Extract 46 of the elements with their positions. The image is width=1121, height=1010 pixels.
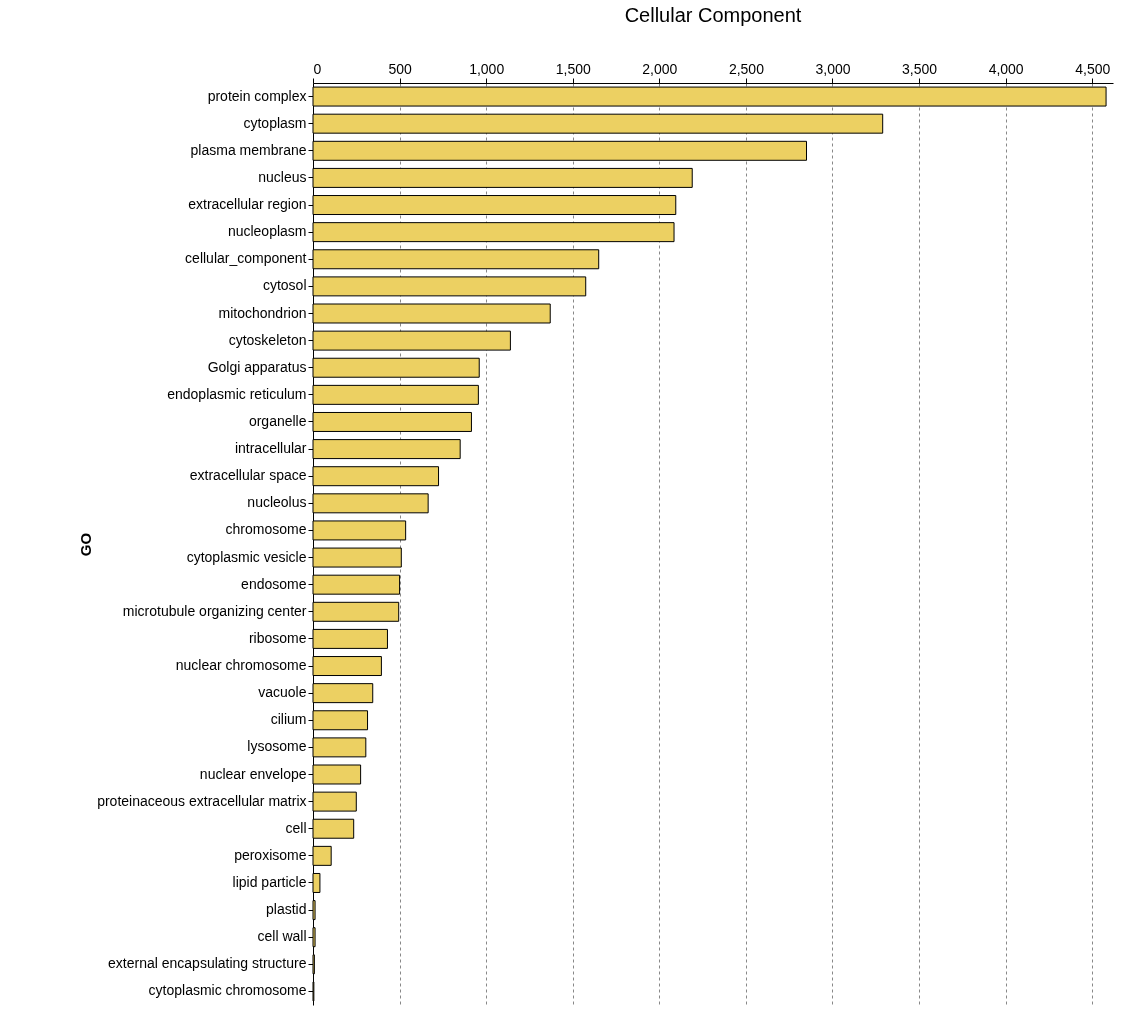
y-tick-label: microtubule organizing center bbox=[122, 602, 307, 619]
x-tick-label: 3,000 bbox=[815, 60, 851, 77]
y-tick-label: cellular_component bbox=[185, 250, 307, 267]
y-tick-label: cell wall bbox=[257, 928, 307, 945]
y-tick-label: cytoplasmic vesicle bbox=[186, 548, 307, 565]
y-tick-label: plastid bbox=[266, 901, 307, 918]
y-tick-label: lysosome bbox=[247, 738, 307, 755]
y-tick-label: nucleoplasm bbox=[227, 223, 307, 240]
x-tick-label: 4,500 bbox=[1075, 60, 1111, 77]
x-tick-label: 1,000 bbox=[469, 60, 505, 77]
y-tick-label: nuclear envelope bbox=[199, 765, 307, 782]
chart-title: Cellular Component bbox=[624, 4, 802, 26]
y-tick-label: extracellular space bbox=[189, 467, 307, 484]
y-tick-label: lipid particle bbox=[232, 873, 307, 890]
x-tick-label: 2,000 bbox=[642, 60, 678, 77]
y-tick-label: nuclear chromosome bbox=[175, 657, 307, 674]
y-tick-label: cell bbox=[285, 819, 307, 836]
y-tick-label: protein complex bbox=[207, 87, 307, 104]
y-tick-label: peroxisome bbox=[234, 846, 307, 863]
y-tick-label: organelle bbox=[248, 412, 307, 429]
y-tick-label: intracellular bbox=[234, 440, 307, 457]
y-tick-label: nucleus bbox=[258, 168, 307, 185]
y-tick-label: mitochondrion bbox=[218, 304, 307, 321]
y-tick-label: plasma membrane bbox=[190, 141, 307, 158]
y-tick-label: cilium bbox=[270, 711, 307, 728]
x-tick-label: 500 bbox=[388, 60, 412, 77]
y-tick-label: ribosome bbox=[248, 629, 307, 646]
y-tick-label: vacuole bbox=[258, 684, 307, 701]
y-tick-label: cytoplasm bbox=[243, 114, 307, 131]
y-tick-label: endoplasmic reticulum bbox=[167, 385, 307, 402]
y-tick-label: chromosome bbox=[225, 521, 307, 538]
x-tick-label: 4,000 bbox=[988, 60, 1024, 77]
y-tick-label: extracellular region bbox=[188, 196, 307, 213]
y-tick-label: cytoplasmic chromosome bbox=[148, 982, 307, 999]
x-tick-label: 3,500 bbox=[902, 60, 938, 77]
y-tick-label: proteinaceous extracellular matrix bbox=[97, 792, 307, 809]
y-tick-label: endosome bbox=[241, 575, 307, 592]
x-tick-label: 0 bbox=[313, 60, 322, 77]
y-tick-label: nucleolus bbox=[247, 494, 307, 511]
x-tick-label: 1,500 bbox=[555, 60, 591, 77]
y-tick-label: Golgi apparatus bbox=[207, 358, 307, 375]
x-tick-label: 2,500 bbox=[728, 60, 765, 77]
y-tick-label: external encapsulating structure bbox=[108, 955, 307, 972]
y-axis-title: GO bbox=[76, 532, 94, 557]
y-tick-label: cytoskeleton bbox=[228, 331, 307, 348]
y-tick-label: cytosol bbox=[262, 277, 307, 294]
